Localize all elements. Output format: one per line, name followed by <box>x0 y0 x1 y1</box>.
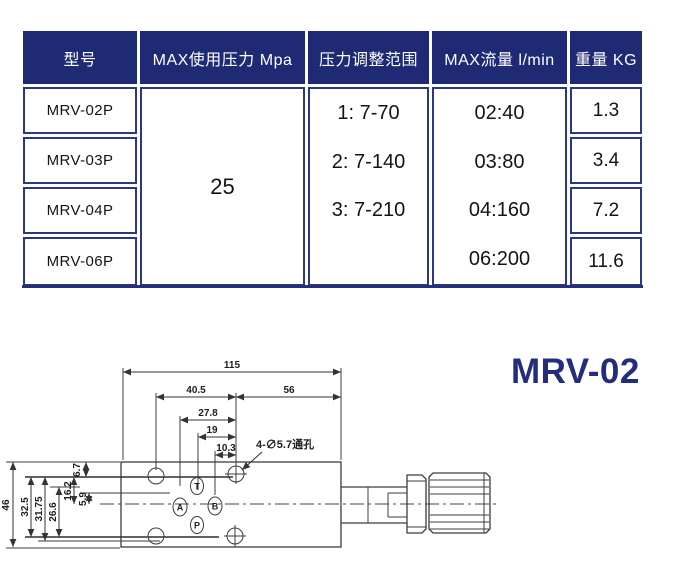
flow-value: 02:40 <box>474 101 525 124</box>
dim-27-8: 27.8 <box>198 408 218 419</box>
pressure-range-value: 3: 7-210 <box>331 199 406 222</box>
pressure-range-value: 2: 7-140 <box>331 150 406 173</box>
pressure-range-cell: 1: 7-70 2: 7-140 3: 7-210 <box>308 87 429 286</box>
weight-cell: 7.2 <box>570 187 642 234</box>
col-header-max-pressure: MAX使用压力 Mpa <box>140 31 305 84</box>
port-B: B <box>207 496 223 516</box>
dim-16-2: 16.2 <box>63 481 74 501</box>
mounting-hole-top-left <box>147 467 165 485</box>
svg-text:B: B <box>212 502 219 512</box>
weight-cell: 11.6 <box>570 237 642 286</box>
hole-leader-line <box>241 451 263 471</box>
dim-10-3: 10.3 <box>216 443 236 454</box>
dim-32-5: 32.5 <box>20 497 31 517</box>
weight-cell: 1.3 <box>570 87 642 134</box>
dim-115: 115 <box>224 360 241 371</box>
dim-5-9: 5.9 <box>78 492 89 506</box>
dim-40-5: 40.5 <box>186 385 206 396</box>
dim-31-75: 31.75 <box>34 496 45 521</box>
dim-6-7: 6.7 <box>72 463 83 477</box>
model-cell: MRV-03P <box>23 137 137 184</box>
col-header-weight: 重量 KG <box>570 31 642 84</box>
table-bottom-border <box>22 285 643 288</box>
max-pressure-cell: 25 <box>140 87 305 286</box>
dim-46: 46 <box>1 499 12 511</box>
model-cell: MRV-04P <box>23 187 137 234</box>
weight-cell: 3.4 <box>570 137 642 184</box>
port-A: A <box>172 497 188 517</box>
col-header-pressure-range: 压力调整范围 <box>308 31 429 84</box>
svg-text:A: A <box>177 503 184 513</box>
dimension-drawing: 115 40.5 56 27.8 19 10.3 4-∅5.7通孔 46 32.… <box>1 360 500 549</box>
product-title: MRV-02 <box>511 352 640 391</box>
adjustment-knob <box>341 472 491 534</box>
mounting-hole-top-right <box>225 465 247 483</box>
pressure-range-value <box>310 235 427 284</box>
mounting-hole-bottom-left <box>147 527 165 545</box>
dim-26-6: 26.6 <box>48 502 59 522</box>
mounting-hole-bottom-right <box>224 525 246 547</box>
col-header-max-flow: MAX流量 l/min <box>432 31 567 84</box>
flow-value: 03:80 <box>474 150 525 173</box>
flow-value: 06:200 <box>468 248 531 271</box>
col-header-model: 型号 <box>23 31 137 84</box>
dim-56: 56 <box>283 385 295 396</box>
dim-19: 19 <box>206 425 218 436</box>
svg-text:P: P <box>194 521 200 531</box>
model-cell: MRV-02P <box>23 87 137 134</box>
port-T: T <box>190 477 204 495</box>
port-P: P <box>190 516 204 534</box>
model-cell: MRV-06P <box>23 237 137 286</box>
flow-cell: 02:40 03:80 04:160 06:200 <box>432 87 567 286</box>
svg-text:T: T <box>194 482 200 492</box>
spec-table: 型号 MAX使用压力 Mpa 压力调整范围 MAX流量 l/min 重量 KG … <box>23 31 642 286</box>
pressure-range-value: 1: 7-70 <box>337 101 400 124</box>
flow-value: 04:160 <box>468 199 531 222</box>
hole-callout-label: 4-∅5.7通孔 <box>256 438 314 451</box>
